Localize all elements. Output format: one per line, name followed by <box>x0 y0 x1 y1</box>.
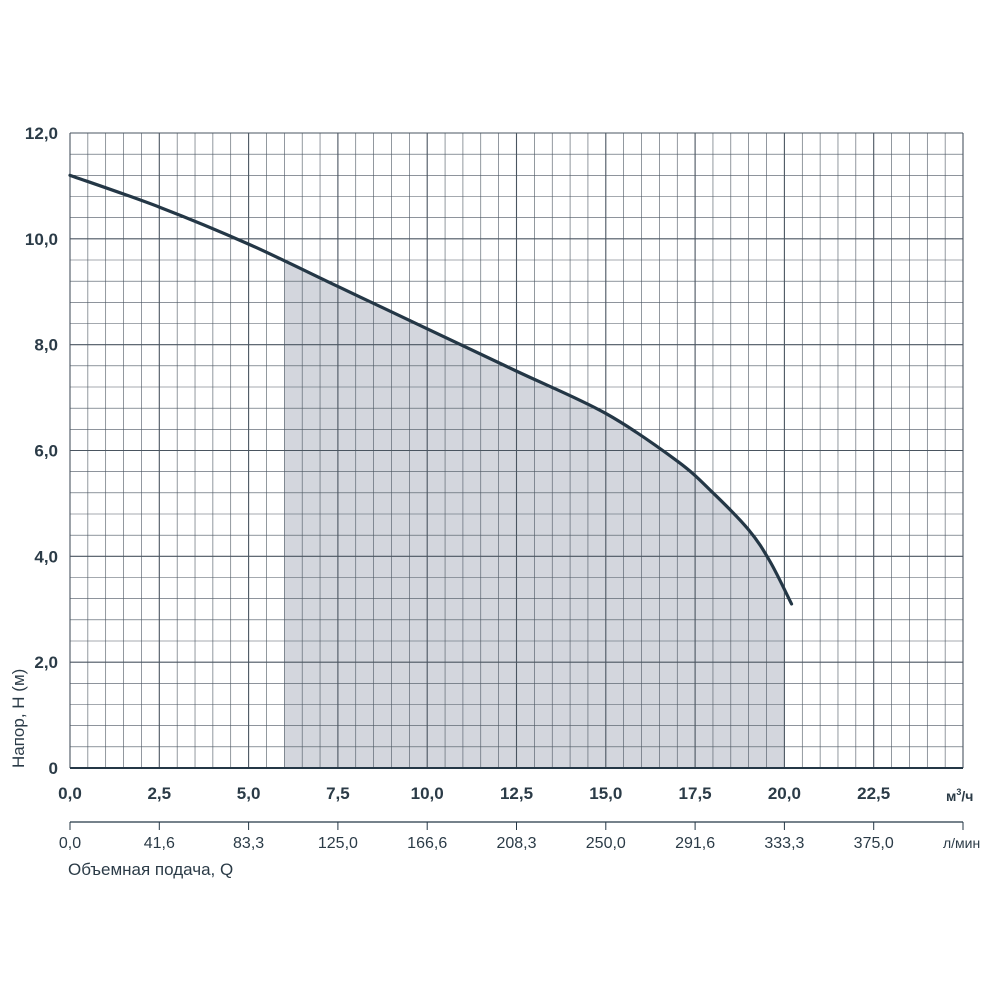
y-axis-label: Напор, H (м) <box>9 669 28 768</box>
x-unit-secondary-label: л/мин <box>943 835 980 851</box>
y-tick-label: 0 <box>49 759 58 778</box>
x-tick-label: 20,0 <box>768 784 801 803</box>
x-tick-label: 2,5 <box>147 784 171 803</box>
y-tick-labels: 0 2,0 4,0 6,0 8,0 10,0 12,0 <box>25 124 58 778</box>
x-secondary-tick-label: 83,3 <box>233 835 264 852</box>
x-secondary-tick-label: 166,6 <box>407 835 447 852</box>
x-secondary-tick-label: 125,0 <box>318 835 358 852</box>
x-secondary-tick-label: 41,6 <box>144 835 175 852</box>
head-curve-line <box>68 173 794 606</box>
x-tick-label: 5,0 <box>237 784 261 803</box>
x-secondary-tick-label: 291,6 <box>675 835 715 852</box>
x-secondary-tick-label: 208,3 <box>496 835 536 852</box>
x-unit-primary-label: м3/ч <box>946 787 973 804</box>
x-tick-label: 0,0 <box>58 784 82 803</box>
x-tick-labels-secondary: 0,0 41,6 83,3 125,0 166,6 208,3 250,0 291,6 333,… <box>59 822 964 852</box>
y-tick-label: 8,0 <box>34 336 58 355</box>
y-tick-label: 6,0 <box>34 442 58 461</box>
x-tick-label: 17,5 <box>679 784 712 803</box>
major-grid <box>69 132 964 769</box>
y-tick-label: 2,0 <box>34 653 58 672</box>
x-secondary-tick-label: 0,0 <box>59 835 81 852</box>
y-tick-label: 12,0 <box>25 124 58 143</box>
x-axis-label: Объемная подача, Q <box>68 860 233 879</box>
x-tick-labels-primary: 0,0 2,5 5,0 7,5 10,0 12,5 15,0 17,5 20,0 22,5 <box>58 784 890 803</box>
x-tick-label: 22,5 <box>857 784 890 803</box>
x-tick-label: 15,0 <box>589 784 622 803</box>
y-tick-label: 4,0 <box>34 547 58 566</box>
x-tick-label: 7,5 <box>326 784 350 803</box>
x-secondary-tick-label: 250,0 <box>586 835 626 852</box>
x-secondary-tick-label: 333,3 <box>764 835 804 852</box>
x-tick-label: 12,5 <box>500 784 533 803</box>
x-secondary-tick-label: 375,0 <box>854 835 894 852</box>
x-tick-label: 10,0 <box>411 784 444 803</box>
y-tick-label: 10,0 <box>25 230 58 249</box>
